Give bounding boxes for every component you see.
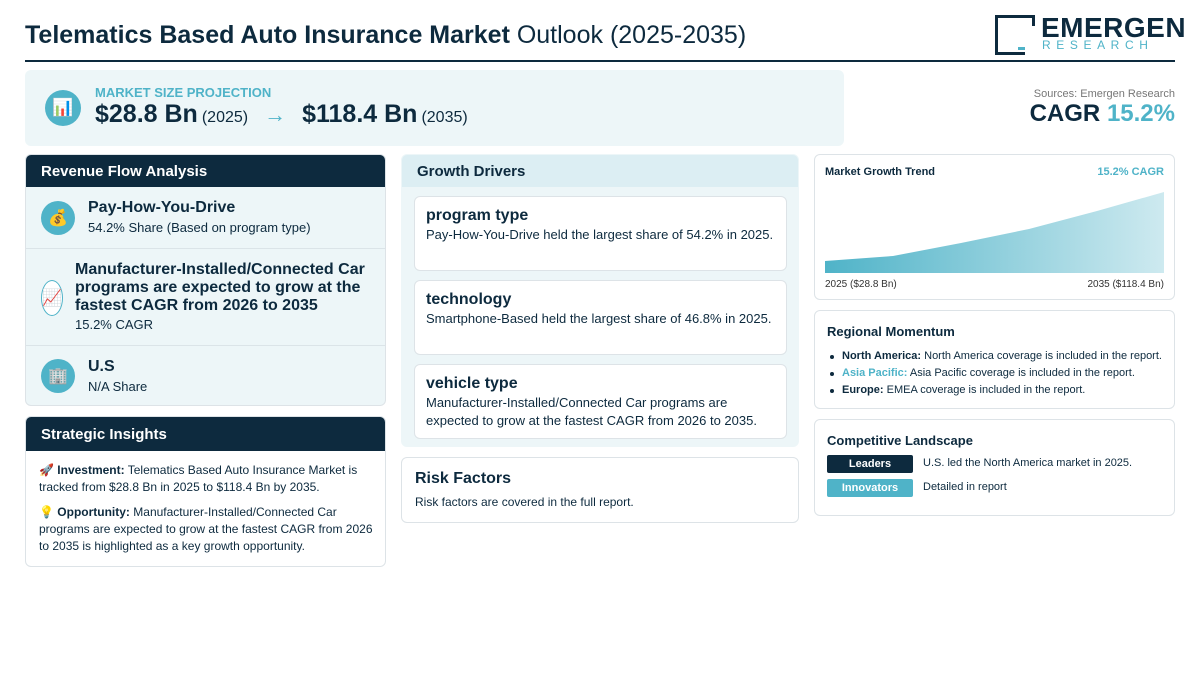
projection-label: MARKET SIZE PROJECTION <box>95 85 272 100</box>
investment-label: Investment: <box>57 463 125 477</box>
driver-card: program type Pay-How-You-Drive held the … <box>414 196 787 271</box>
risk-text: Risk factors are covered in the full rep… <box>415 495 634 509</box>
sources-text: Sources: Emergen Research <box>1033 88 1175 100</box>
end-value: $118.4 Bn <box>302 100 418 128</box>
competitive-landscape-card: Competitive Landscape Leaders U.S. led t… <box>814 419 1175 516</box>
cagr-value: 15.2% <box>1106 100 1175 127</box>
rocket-icon: 🚀 <box>39 463 58 477</box>
trend-area-chart <box>825 192 1164 273</box>
end-year: (2035) <box>421 109 468 126</box>
driver-title: program type <box>426 207 529 224</box>
page-title: Telematics Based Auto Insurance Market O… <box>25 21 746 50</box>
trend-area <box>825 192 1164 273</box>
growth-drivers-card: Growth Drivers program type Pay-How-You-… <box>401 154 799 447</box>
growth-drivers-heading: Growth Drivers <box>402 155 798 187</box>
region-text: Asia Pacific coverage is included in the… <box>907 367 1135 379</box>
investment-insight: 🚀 Investment: Telematics Based Auto Insu… <box>39 462 379 496</box>
competitive-text: Detailed in report <box>923 481 1007 493</box>
cagr-summary: CAGR 15.2% <box>1030 100 1175 128</box>
risk-factors-card: Risk Factors Risk factors are covered in… <box>401 457 799 523</box>
revenue-item-sub: N/A Share <box>88 379 148 394</box>
revenue-item: 🏢 U.S N/A Share <box>26 346 385 405</box>
revenue-item-sub: 54.2% Share (Based on program type) <box>88 220 311 235</box>
revenue-item-sub: 15.2% CAGR <box>75 317 154 332</box>
region-name: North America: <box>842 350 922 362</box>
opportunity-text: Manufacturer-Installed/Connected Car pro… <box>39 505 373 553</box>
driver-card: technology Smartphone-Based held the lar… <box>414 280 787 355</box>
innovators-badge: Innovators <box>827 479 913 497</box>
risk-title: Risk Factors <box>415 470 512 487</box>
leaders-badge: Leaders <box>827 455 913 473</box>
driver-text: Manufacturer-Installed/Connected Car pro… <box>426 395 757 428</box>
money-bag-icon: 💰 <box>41 201 75 235</box>
trend-start-label: 2025 ($28.8 Bn) <box>825 279 897 290</box>
strategic-insights-card: Strategic Insights 🚀 Investment: Telemat… <box>25 416 386 567</box>
page-header: Telematics Based Auto Insurance Market O… <box>25 12 1186 62</box>
emergen-logo: EMERGEN RESEARCH <box>995 12 1186 56</box>
cagr-label: CAGR <box>1029 100 1107 127</box>
logo-mark-icon <box>995 15 1035 56</box>
office-building-icon: 🏢 <box>41 359 75 393</box>
regional-list: North America: North America coverage is… <box>827 348 1167 399</box>
driver-title: vehicle type <box>426 375 518 392</box>
region-text: EMEA coverage is included in the report. <box>883 384 1086 396</box>
light-bulb-icon: 💡 <box>39 505 58 519</box>
trend-title: Market Growth Trend <box>825 166 936 178</box>
logo-name: EMERGEN <box>1041 12 1187 43</box>
revenue-flow-card: Revenue Flow Analysis 💰 Pay-How-You-Driv… <box>25 154 386 406</box>
revenue-item: 📈 Manufacturer-Installed/Connected Car p… <box>26 249 385 346</box>
arrow-right-icon: → <box>264 102 287 127</box>
start-value: $28.8 Bn <box>95 100 198 128</box>
revenue-item: 💰 Pay-How-You-Drive 54.2% Share (Based o… <box>26 187 385 249</box>
region-text: North America coverage is included in th… <box>921 350 1162 362</box>
driver-text: Smartphone-Based held the largest share … <box>426 311 772 326</box>
opportunity-label: Opportunity: <box>57 505 130 519</box>
revenue-item-title: U.S <box>88 358 115 375</box>
trend-cagr: 15.2% CAGR <box>1097 166 1164 178</box>
competitive-title: Competitive Landscape <box>827 433 973 448</box>
market-growth-trend-card: Market Growth Trend 15.2% CAGR 2025 ($28… <box>814 154 1175 300</box>
region-name: Asia Pacific: <box>842 367 908 379</box>
region-item: Asia Pacific: Asia Pacific coverage is i… <box>827 365 1167 382</box>
revenue-item-title: Manufacturer-Installed/Connected Car pro… <box>75 261 365 314</box>
investment-text: Telematics Based Auto Insurance Market i… <box>39 463 358 494</box>
driver-text: Pay-How-You-Drive held the largest share… <box>426 227 774 242</box>
opportunity-insight: 💡 Opportunity: Manufacturer-Installed/Co… <box>39 504 379 555</box>
trend-end-label: 2035 ($118.4 Bn) <box>1087 279 1164 290</box>
bar-chart-icon: 📊 <box>45 90 81 126</box>
logo-subtitle: RESEARCH <box>1042 38 1154 52</box>
driver-title: technology <box>426 291 512 308</box>
regional-title: Regional Momentum <box>827 324 955 339</box>
region-name: Europe: <box>842 384 884 396</box>
region-item: Europe: EMEA coverage is included in the… <box>827 382 1167 399</box>
competitive-text: U.S. led the North America market in 202… <box>923 457 1133 469</box>
strategic-insights-heading: Strategic Insights <box>26 417 385 451</box>
revenue-item-title: Pay-How-You-Drive <box>88 199 236 216</box>
start-year: (2025) <box>201 109 249 126</box>
projection-values: $28.8 Bn (2025) → $118.4 Bn (2035) <box>95 100 468 129</box>
title-bold: Telematics Based Auto Insurance Market <box>25 21 510 49</box>
market-size-projection: 📊 MARKET SIZE PROJECTION $28.8 Bn (2025) →… <box>25 70 844 146</box>
region-item: North America: North America coverage is… <box>827 348 1167 365</box>
driver-card: vehicle type Manufacturer-Installed/Conn… <box>414 364 787 439</box>
title-rest: Outlook (2025-2035) <box>509 21 747 49</box>
chart-increasing-icon: 📈 <box>41 280 63 316</box>
regional-momentum-card: Regional Momentum North America: North A… <box>814 310 1175 409</box>
revenue-flow-heading: Revenue Flow Analysis <box>26 155 385 187</box>
